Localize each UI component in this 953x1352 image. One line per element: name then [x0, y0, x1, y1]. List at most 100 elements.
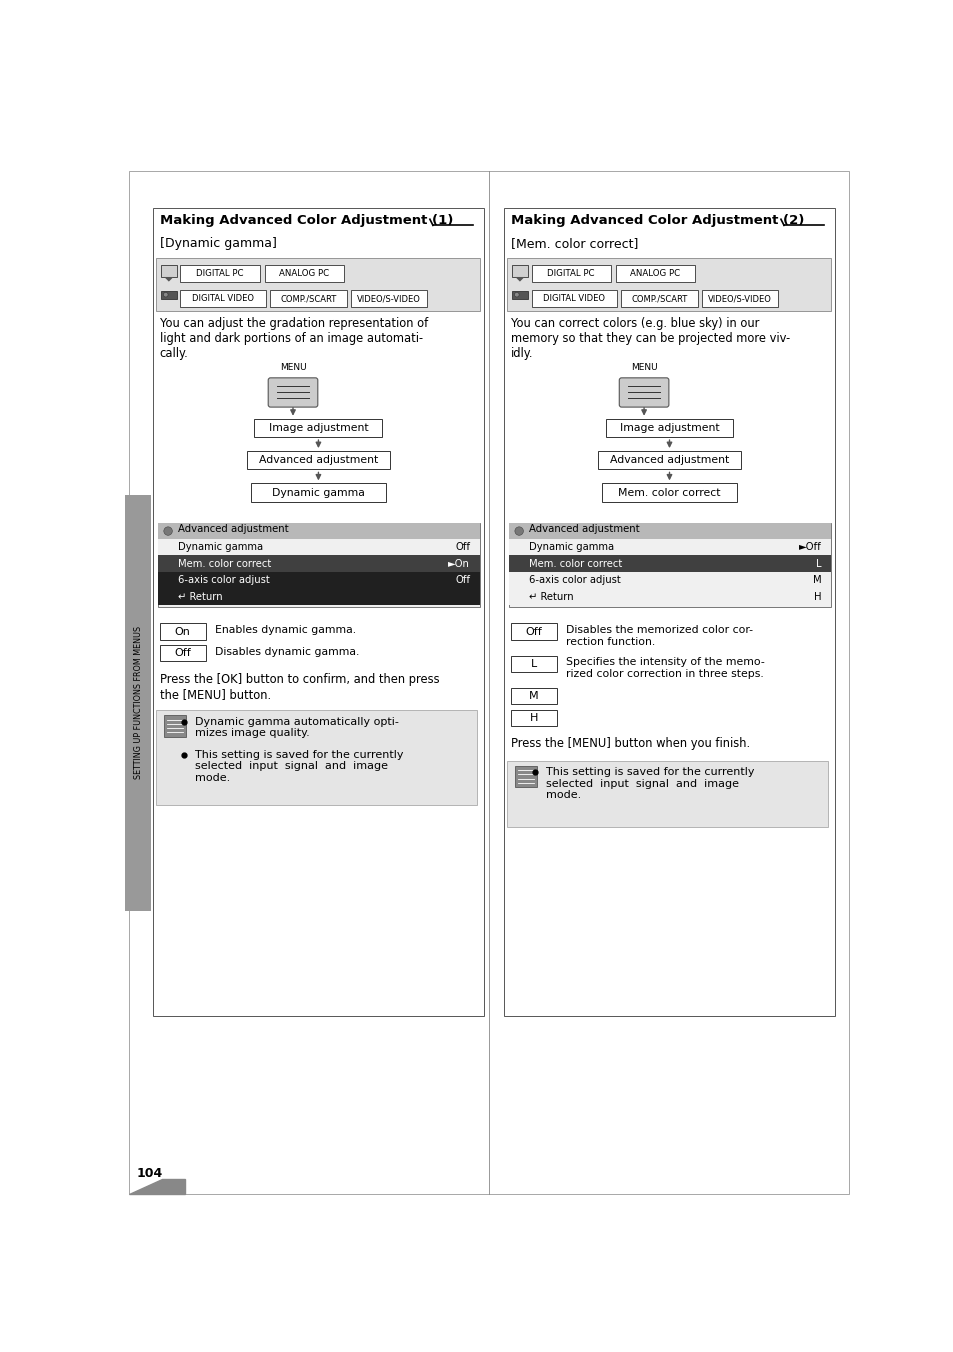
FancyBboxPatch shape [598, 452, 740, 469]
Text: DIGITAL PC: DIGITAL PC [547, 269, 595, 277]
Polygon shape [515, 277, 524, 281]
Text: You can adjust the gradation representation of
light and dark portions of an ima: You can adjust the gradation representat… [159, 316, 427, 360]
Text: This setting is saved for the currently
selected  input  signal  and  image
mode: This setting is saved for the currently … [195, 750, 403, 783]
Text: Dynamic gamma: Dynamic gamma [178, 542, 263, 552]
Text: Mem. color correct: Mem. color correct [529, 558, 621, 569]
FancyBboxPatch shape [351, 291, 427, 307]
Text: SETTING UP FUNCTIONS FROM MENUS: SETTING UP FUNCTIONS FROM MENUS [133, 626, 143, 779]
Text: Mem. color correct: Mem. color correct [178, 558, 271, 569]
FancyBboxPatch shape [601, 483, 737, 502]
FancyBboxPatch shape [155, 711, 476, 804]
FancyBboxPatch shape [605, 419, 733, 437]
FancyBboxPatch shape [510, 623, 557, 639]
Text: Advanced adjustment: Advanced adjustment [178, 525, 289, 534]
Text: ↵ Return: ↵ Return [178, 592, 223, 602]
FancyBboxPatch shape [701, 291, 778, 307]
Text: Off: Off [455, 575, 470, 585]
FancyBboxPatch shape [510, 688, 557, 704]
Text: VIDEO/S-VIDEO: VIDEO/S-VIDEO [356, 293, 420, 303]
Text: ANALOG PC: ANALOG PC [630, 269, 679, 277]
Text: MENU: MENU [630, 364, 657, 372]
FancyBboxPatch shape [158, 556, 479, 572]
Circle shape [164, 527, 172, 535]
FancyBboxPatch shape [251, 483, 386, 502]
Text: Off: Off [174, 648, 191, 658]
Text: Advanced adjustment: Advanced adjustment [258, 456, 377, 465]
Text: L: L [530, 658, 537, 669]
Text: Specifies the intensity of the memo-
rized color correction in three steps.: Specifies the intensity of the memo- riz… [566, 657, 764, 679]
Circle shape [163, 292, 168, 297]
FancyBboxPatch shape [515, 765, 537, 787]
Text: Mem. color correct: Mem. color correct [618, 488, 720, 498]
FancyBboxPatch shape [616, 265, 695, 281]
Text: Enables dynamic gamma.: Enables dynamic gamma. [215, 625, 356, 635]
Text: Making Advanced Color Adjustment (1): Making Advanced Color Adjustment (1) [159, 214, 453, 227]
Text: On: On [174, 626, 191, 637]
FancyBboxPatch shape [512, 265, 527, 277]
Polygon shape [164, 277, 173, 281]
FancyBboxPatch shape [509, 523, 830, 607]
FancyBboxPatch shape [509, 523, 830, 538]
Text: [Mem. color correct]: [Mem. color correct] [510, 237, 638, 250]
FancyBboxPatch shape [158, 588, 479, 604]
FancyBboxPatch shape [618, 377, 668, 407]
Text: COMP./SCART: COMP./SCART [280, 293, 336, 303]
Text: Off: Off [525, 626, 541, 637]
FancyBboxPatch shape [509, 572, 830, 588]
FancyBboxPatch shape [125, 495, 151, 911]
Text: H: H [529, 713, 537, 723]
FancyBboxPatch shape [158, 538, 479, 556]
Text: Dynamic gamma: Dynamic gamma [272, 488, 364, 498]
Text: This setting is saved for the currently
selected  input  signal  and  image
mode: This setting is saved for the currently … [546, 767, 754, 800]
Text: M: M [529, 691, 538, 702]
Text: You can correct colors (e.g. blue sky) in our
memory so that they can be project: You can correct colors (e.g. blue sky) i… [510, 316, 789, 360]
FancyBboxPatch shape [506, 761, 827, 827]
FancyBboxPatch shape [164, 715, 186, 737]
Text: Image adjustment: Image adjustment [269, 423, 368, 433]
FancyBboxPatch shape [509, 588, 830, 604]
Text: Making Advanced Color Adjustment (2): Making Advanced Color Adjustment (2) [510, 214, 803, 227]
Text: ↵ Return: ↵ Return [529, 592, 574, 602]
Text: Dynamic gamma automatically opti-
mizes image quality.: Dynamic gamma automatically opti- mizes … [195, 717, 398, 738]
FancyBboxPatch shape [254, 419, 382, 437]
Text: Advanced adjustment: Advanced adjustment [609, 456, 728, 465]
Polygon shape [129, 1179, 185, 1194]
FancyBboxPatch shape [159, 623, 206, 639]
FancyBboxPatch shape [265, 265, 344, 281]
FancyBboxPatch shape [506, 258, 830, 311]
Text: L: L [815, 558, 821, 569]
FancyBboxPatch shape [158, 523, 479, 538]
FancyBboxPatch shape [159, 645, 206, 661]
Circle shape [514, 292, 518, 297]
FancyBboxPatch shape [510, 656, 557, 672]
FancyBboxPatch shape [510, 710, 557, 726]
Text: 104: 104 [136, 1167, 162, 1180]
Text: DIGITAL PC: DIGITAL PC [196, 269, 244, 277]
Text: ►Off: ►Off [798, 542, 821, 552]
FancyBboxPatch shape [531, 291, 617, 307]
FancyBboxPatch shape [509, 556, 830, 572]
Text: Dynamic gamma: Dynamic gamma [529, 542, 614, 552]
Text: H: H [813, 592, 821, 602]
FancyBboxPatch shape [180, 265, 259, 281]
Text: ANALOG PC: ANALOG PC [279, 269, 329, 277]
Text: MENU: MENU [279, 364, 306, 372]
FancyBboxPatch shape [155, 258, 479, 311]
FancyBboxPatch shape [620, 291, 698, 307]
FancyBboxPatch shape [180, 291, 266, 307]
FancyBboxPatch shape [158, 523, 479, 607]
FancyBboxPatch shape [129, 172, 848, 1194]
Text: Image adjustment: Image adjustment [619, 423, 719, 433]
FancyBboxPatch shape [161, 291, 176, 299]
Text: 6-axis color adjust: 6-axis color adjust [529, 575, 620, 585]
Text: Disables dynamic gamma.: Disables dynamic gamma. [215, 646, 359, 657]
Text: DIGITAL VIDEO: DIGITAL VIDEO [542, 293, 604, 303]
FancyBboxPatch shape [512, 291, 527, 299]
Text: M: M [812, 575, 821, 585]
FancyBboxPatch shape [504, 208, 834, 1017]
Text: COMP./SCART: COMP./SCART [631, 293, 687, 303]
Text: Press the [MENU] button when you finish.: Press the [MENU] button when you finish. [510, 737, 749, 750]
Text: DIGITAL VIDEO: DIGITAL VIDEO [192, 293, 253, 303]
Text: 6-axis color adjust: 6-axis color adjust [178, 575, 270, 585]
FancyBboxPatch shape [247, 452, 390, 469]
